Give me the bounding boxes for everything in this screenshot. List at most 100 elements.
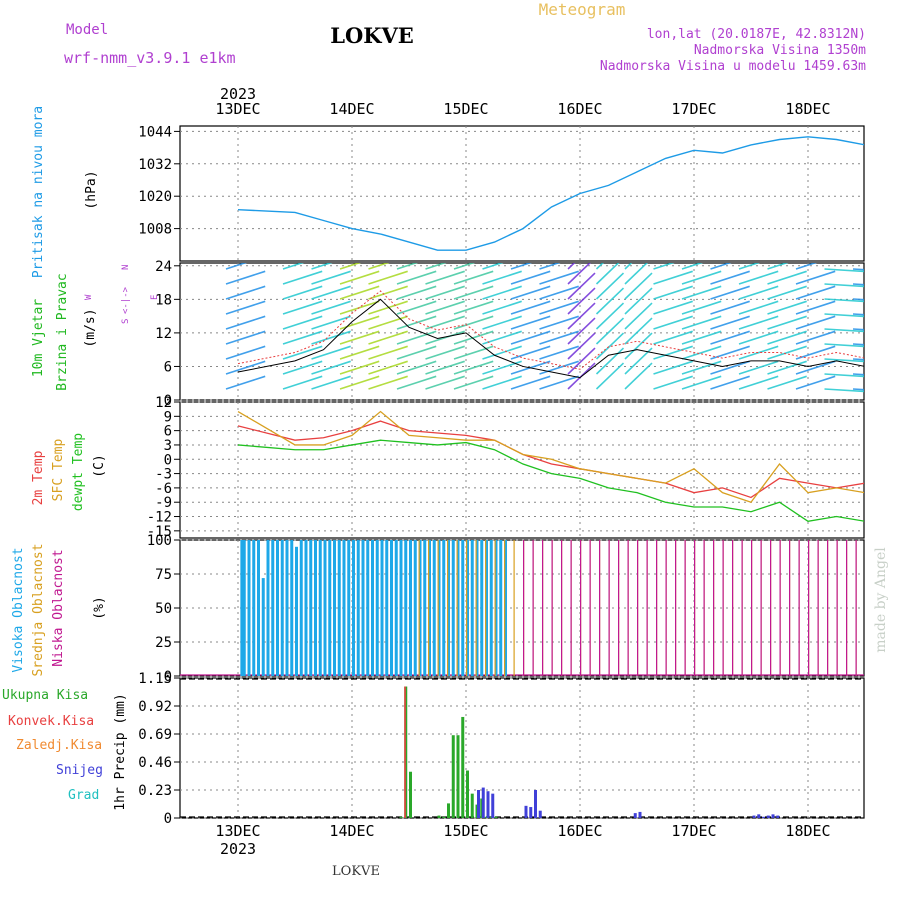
wind-arrow [824,283,864,288]
cloud-high-bar [337,540,341,676]
cloud-high-bar [485,540,488,676]
y-tick-label: 0 [164,811,172,827]
cloud-high-bar [352,540,355,676]
wind-arrow [595,332,625,360]
cloud-low-bar [808,540,810,676]
wind-arrow [539,345,579,360]
wind-arrow [852,313,864,316]
y-tick-label: 1032 [138,157,172,173]
y-tick-label: 0.69 [138,727,172,743]
cloud-low-bar [855,540,857,676]
wind-dir-n: N [121,265,131,270]
panel-frame [179,262,865,401]
precip-total-bar [409,771,412,818]
wind-arrow [225,360,266,375]
wind-arrow [539,315,579,330]
precip-total-bar [466,770,469,818]
wind-arrow [653,285,693,300]
y-tick-label: 1020 [138,189,172,205]
top-day-label: 18DEC [785,100,830,118]
cloud-low-bar [542,540,544,676]
wind-arrow [282,315,323,330]
wind-arrow [311,263,333,270]
wind-direction-legend: W N <-|-> S E [84,265,160,324]
cloud-high-bar [304,540,308,676]
wind-arrow [482,263,504,270]
wind-arrow [425,270,465,285]
cloud-ylabel-low: Niska Oblacnost [51,549,66,666]
cloud-high-bar [276,540,279,676]
wind-arrow [624,263,633,270]
pressure-unit: (hPa) [84,170,99,209]
cloud-low-bar [789,540,791,676]
wind-arrow [852,328,864,331]
wind-arrow [368,330,408,345]
wind-arrow [482,285,522,300]
wind-arrow [595,263,620,285]
wind-arrow [595,263,604,270]
wind-ylabel-main: 10m Vjetar [31,299,46,377]
wind-arrow [567,263,591,285]
wind-arrow [396,285,437,300]
wind-arrow [567,317,596,345]
model-altitude-text: Nadmorska Visina u modelu 1459.63m [600,59,866,74]
wind-arrow [482,300,522,315]
wind-arrow [311,330,351,345]
cloud-high-bar [247,540,251,676]
precip-unit: 1hr Precip (mm) [113,693,128,810]
precip-panel: 0 0.23 0.46 0.69 0.92 1.15 [138,671,865,827]
wind-arrow [681,300,722,315]
panel-plot-area [225,263,900,393]
wind-arrow [453,263,476,270]
wind-arrow [595,362,625,390]
wind-arrow [882,314,900,317]
cloud-high-bar [399,540,403,676]
wind-arrow [368,300,408,315]
wind-arrow [311,315,351,330]
wind-arrow [795,300,836,315]
wind-arrow [595,287,625,315]
cloud-low-bar [751,540,753,676]
wind-arrow [368,270,408,285]
wind-arrow [311,360,351,375]
cloud-high-bar [342,540,346,676]
cloud-low-bar [608,540,610,676]
panel-plot-area [180,678,864,818]
pressure-line [237,136,864,251]
wind-arrow [795,315,836,330]
cloud-mid-bar [475,540,477,676]
cloud-mid-bar [485,540,487,676]
wind-arrow [653,360,693,375]
wind-arrow [510,300,551,315]
wind-arrow [282,345,323,360]
temp-ylabel-sfc: SFC Temp [51,439,66,502]
tsfc-line [237,410,864,503]
wind-arrow [681,375,722,390]
top-day-label: 16DEC [557,100,602,118]
wind-arrow [738,263,761,270]
wind-arrow [767,330,807,345]
wind-ylabel-sub: Brzina i Pravac [55,273,70,390]
wind-arrow [852,298,864,301]
cloud-high-bar [494,540,498,676]
precip-snow-bar [762,816,765,818]
panel-plot-area [237,410,864,522]
cloud-high-bar [428,540,431,676]
wind-arrow [425,285,465,300]
wind-arrow [681,330,722,345]
wind-arrow [624,332,653,360]
y-tick-label: 12 [155,326,172,342]
cloud-high-bar [257,540,260,676]
wind-arrow [396,300,437,315]
wind-arrow [624,347,653,375]
precip-snow-bar [638,811,642,818]
wind-arrow [339,345,380,360]
wind-arrow [767,375,807,390]
y-tick-label: -15 [147,524,172,540]
wind-arrow [795,285,836,300]
wind-speed-line [237,298,864,379]
panel-plot-area [180,540,864,676]
wind-arrow [311,300,351,315]
precip-snow-bar [491,793,495,818]
